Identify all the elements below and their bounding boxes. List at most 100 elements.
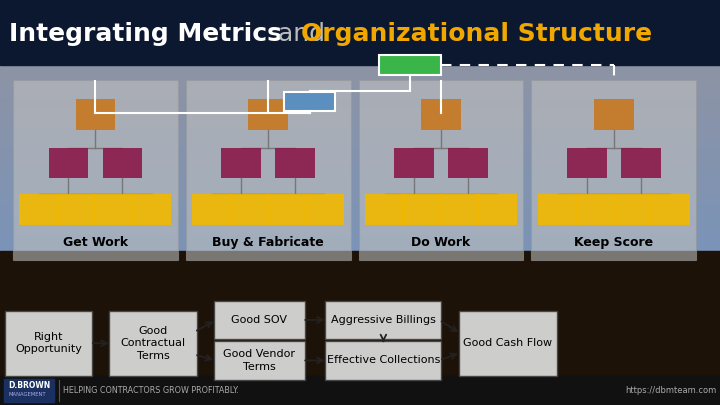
Bar xyxy=(0,13,720,15)
Bar xyxy=(0,224,720,226)
FancyBboxPatch shape xyxy=(186,80,351,260)
Text: D.BROWN: D.BROWN xyxy=(9,381,51,390)
Text: Do Work: Do Work xyxy=(411,236,471,249)
Bar xyxy=(0,53,720,55)
Bar xyxy=(0,64,720,65)
FancyBboxPatch shape xyxy=(395,148,434,178)
FancyBboxPatch shape xyxy=(531,80,696,260)
Bar xyxy=(0,167,720,169)
Bar xyxy=(0,28,720,30)
Bar xyxy=(0,221,720,223)
Bar xyxy=(0,238,720,239)
Bar xyxy=(0,211,720,213)
Bar xyxy=(0,134,720,136)
FancyBboxPatch shape xyxy=(192,194,232,225)
Bar xyxy=(0,96,720,97)
Bar xyxy=(0,43,720,45)
Bar xyxy=(0,15,720,17)
FancyBboxPatch shape xyxy=(379,55,441,75)
Bar xyxy=(0,114,720,115)
Text: Good Vendor
Terms: Good Vendor Terms xyxy=(223,349,295,372)
Bar xyxy=(0,162,720,164)
FancyBboxPatch shape xyxy=(214,301,305,339)
Bar xyxy=(0,243,720,244)
Bar xyxy=(0,102,720,104)
Text: Good
Contractual
Terms: Good Contractual Terms xyxy=(120,326,186,360)
Bar xyxy=(0,158,720,159)
Bar xyxy=(0,151,720,152)
Bar xyxy=(0,139,720,141)
Bar xyxy=(0,191,720,192)
Bar xyxy=(0,104,720,105)
Text: MANAGEMENT: MANAGEMENT xyxy=(9,392,46,397)
Bar xyxy=(0,60,720,62)
FancyBboxPatch shape xyxy=(613,194,652,225)
Bar xyxy=(0,0,720,65)
FancyBboxPatch shape xyxy=(267,194,307,225)
Bar xyxy=(0,90,720,92)
Text: Aggressive Billings: Aggressive Billings xyxy=(331,315,436,325)
Bar xyxy=(0,189,720,191)
Bar xyxy=(0,173,720,174)
FancyBboxPatch shape xyxy=(359,80,523,260)
Bar xyxy=(0,248,720,249)
Text: Right
Opportunity: Right Opportunity xyxy=(15,332,82,354)
Bar xyxy=(0,20,720,22)
Bar xyxy=(0,171,720,173)
Bar xyxy=(0,109,720,111)
Text: Good Cash Flow: Good Cash Flow xyxy=(463,338,552,348)
Bar xyxy=(0,100,720,102)
Bar xyxy=(0,55,720,57)
Text: Organizational Structure: Organizational Structure xyxy=(301,22,652,47)
Bar xyxy=(0,376,720,405)
FancyBboxPatch shape xyxy=(19,194,59,225)
Bar xyxy=(0,192,720,194)
Bar xyxy=(0,65,720,67)
FancyBboxPatch shape xyxy=(567,148,607,178)
FancyBboxPatch shape xyxy=(538,194,577,225)
Bar xyxy=(0,107,720,109)
FancyBboxPatch shape xyxy=(284,92,335,111)
Bar xyxy=(0,99,720,100)
Bar xyxy=(0,0,720,2)
FancyBboxPatch shape xyxy=(214,341,305,380)
Bar xyxy=(0,42,720,43)
FancyBboxPatch shape xyxy=(94,194,134,225)
Bar xyxy=(0,166,720,167)
Bar xyxy=(0,3,720,5)
Bar xyxy=(0,201,720,202)
FancyBboxPatch shape xyxy=(621,148,661,178)
Bar xyxy=(0,184,720,186)
Bar xyxy=(0,239,720,241)
Bar xyxy=(0,129,720,130)
Bar xyxy=(0,217,720,219)
Bar xyxy=(0,208,720,209)
Bar xyxy=(0,115,720,117)
Bar xyxy=(0,97,720,99)
Bar xyxy=(0,130,720,132)
Bar xyxy=(0,117,720,119)
Bar xyxy=(0,37,720,38)
Bar xyxy=(0,22,720,23)
Bar xyxy=(0,228,720,229)
Bar xyxy=(0,152,720,154)
Bar xyxy=(0,40,720,42)
Bar xyxy=(0,126,720,127)
FancyBboxPatch shape xyxy=(448,148,488,178)
Text: Integrating Metrics: Integrating Metrics xyxy=(9,22,282,47)
Bar xyxy=(0,161,720,162)
Bar xyxy=(0,79,720,80)
Text: Effective Collections: Effective Collections xyxy=(327,356,440,365)
Bar xyxy=(0,89,720,90)
Bar xyxy=(0,177,720,179)
FancyBboxPatch shape xyxy=(275,148,315,178)
Bar xyxy=(0,194,720,196)
Bar xyxy=(0,226,720,228)
Bar xyxy=(0,149,720,151)
FancyBboxPatch shape xyxy=(222,148,261,178)
Bar xyxy=(0,112,720,114)
Bar xyxy=(0,223,720,224)
Bar xyxy=(0,236,720,238)
Bar xyxy=(0,119,720,121)
Bar xyxy=(0,169,720,171)
